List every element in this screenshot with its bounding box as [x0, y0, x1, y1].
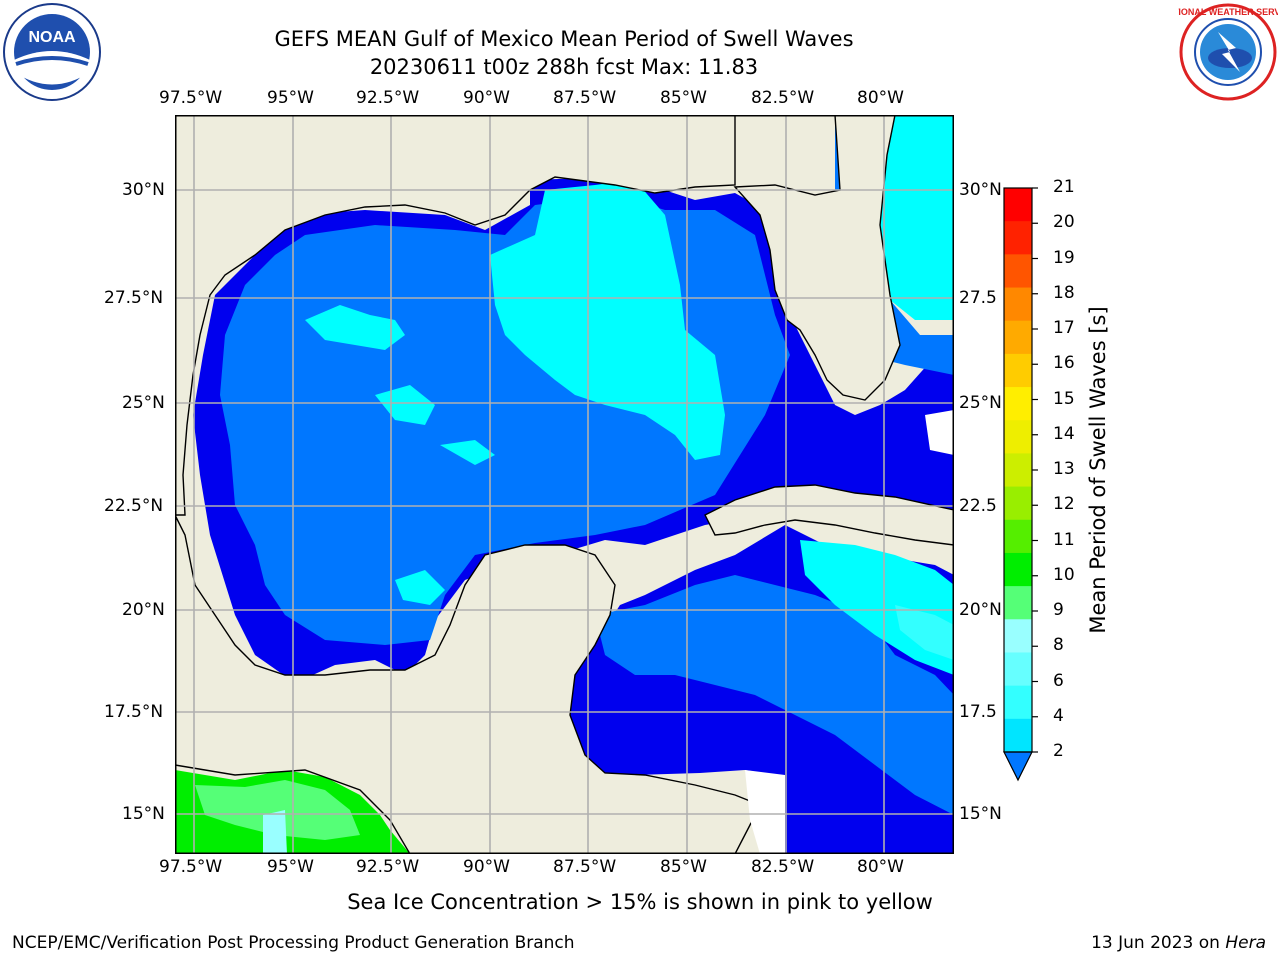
lon-label-bottom: 82.5°W	[751, 857, 815, 877]
colorbar-segment	[1004, 420, 1032, 454]
noaa-logo-text: NOAA	[28, 29, 76, 46]
graticule	[175, 115, 954, 854]
colorbar	[1003, 187, 1038, 782]
lon-label-bottom: 90°W	[463, 857, 510, 877]
nodata-patch	[925, 410, 954, 455]
colorbar-segment	[1004, 188, 1032, 222]
lat-label-right: 22.5	[959, 496, 997, 516]
colorbar-segment	[1004, 486, 1032, 521]
colorbar-tick-label: 11	[1053, 529, 1075, 550]
footer-credit: NCEP/EMC/Verification Post Processing Pr…	[12, 933, 575, 953]
colorbar-segment	[1004, 453, 1032, 488]
colorbar-extend-arrow	[1003, 751, 1033, 782]
gulf-cyan-patch	[440, 440, 495, 465]
land-yucatan-central-america	[175, 514, 761, 854]
colorbar-tick-label: 4	[1053, 705, 1064, 726]
lat-label-right: 25°N	[959, 393, 1002, 413]
colorbar-segment	[1004, 685, 1032, 720]
lon-label-bottom: 85°W	[660, 857, 707, 877]
land-cuba	[704, 484, 954, 546]
colorbar-segment	[1004, 387, 1032, 421]
lat-label-right: 17.5	[959, 702, 997, 722]
colorbar-title: Mean Period of Swell Waves [s]	[1086, 306, 1110, 634]
lat-label-right: 30°N	[959, 180, 1002, 200]
colorbar-segment	[1004, 320, 1032, 355]
lon-label-top: 85°W	[660, 88, 707, 108]
colorbar-segment	[1004, 586, 1032, 620]
lon-label-top: 82.5°W	[751, 88, 815, 108]
land-florida	[733, 115, 901, 401]
colorbar-segment	[1004, 287, 1032, 322]
lat-label-right: 20°N	[959, 600, 1002, 620]
lat-label-left: 15°N	[122, 804, 165, 824]
atlantic-cyan	[835, 115, 954, 320]
noaa-logo: NOAA	[3, 3, 101, 101]
gulf-cyan-patch	[395, 570, 445, 605]
lat-label-left: 27.5°N	[104, 288, 164, 308]
gulf-cyan-patch	[490, 180, 725, 460]
colorbar-tick-label: 19	[1053, 247, 1075, 268]
colorbar-segment	[1004, 619, 1032, 653]
colorbar-segment	[1004, 254, 1032, 289]
colorbar-tick-label: 6	[1053, 670, 1064, 691]
lon-label-top: 90°W	[463, 88, 510, 108]
caribbean-light-cyan	[895, 605, 954, 660]
lon-label-top: 95°W	[267, 88, 314, 108]
colorbar-tick-label: 15	[1053, 388, 1075, 409]
colorbar-segment	[1004, 353, 1032, 388]
footer-date-text: 13 Jun 2023 on	[1091, 933, 1220, 953]
lon-label-top: 97.5°W	[159, 88, 223, 108]
colorbar-tick-label: 8	[1053, 635, 1064, 656]
colorbar-segment	[1004, 552, 1032, 587]
gulf-cyan-patch	[375, 385, 435, 425]
lon-label-bottom: 95°W	[267, 857, 314, 877]
lon-label-bottom: 97.5°W	[159, 857, 223, 877]
lat-label-left: 17.5°N	[104, 702, 164, 722]
colorbar-tick-label: 16	[1053, 353, 1075, 374]
colorbar-segment	[1004, 652, 1032, 687]
footer-date: 13 Jun 2023 on Hera	[1091, 933, 1266, 953]
caribbean-mid-blue	[595, 575, 954, 815]
lon-label-bottom: 87.5°W	[553, 857, 617, 877]
lon-label-top: 92.5°W	[356, 88, 420, 108]
lon-label-bottom: 80°W	[857, 857, 904, 877]
lat-label-left: 25°N	[122, 393, 165, 413]
colorbar-segment	[1004, 221, 1032, 255]
colorbar-tick-label: 2	[1053, 741, 1064, 761]
gulf-cyan-patch	[305, 305, 405, 350]
colorbar-tick-label: 10	[1053, 564, 1075, 585]
colorbar-tick-label: 18	[1053, 282, 1075, 303]
colorbar-tick-label: 9	[1053, 600, 1064, 620]
lon-label-bottom: 92.5°W	[356, 857, 420, 877]
footer-host: Hera	[1225, 933, 1266, 953]
lat-label-right: 15°N	[959, 804, 1002, 824]
map-panel	[175, 115, 954, 854]
chart-title: GEFS MEAN Gulf of Mexico Mean Period of …	[274, 27, 854, 51]
nws-logo: NATIONAL WEATHER SERVICE	[1178, 3, 1278, 101]
colorbar-segment	[1004, 718, 1032, 753]
lat-label-left: 30°N	[122, 180, 165, 200]
nodata-patch	[745, 770, 785, 854]
land-north-gulf-coast	[175, 115, 736, 516]
sea-ice-note: Sea Ice Concentration > 15% is shown in …	[347, 890, 933, 914]
pacific-light-green	[195, 780, 360, 840]
colorbar-tick-label: 21	[1053, 177, 1075, 197]
colorbar-segment	[1004, 519, 1032, 554]
colorbar-tick-label: 13	[1053, 459, 1075, 479]
chart-subtitle: 20230611 t00z 288h fcst Max: 11.83	[369, 55, 759, 79]
nws-logo-text: NATIONAL WEATHER SERVICE	[1178, 7, 1278, 17]
lat-label-left: 20°N	[122, 600, 165, 620]
map-frame	[175, 115, 954, 854]
lat-label-left: 22.5°N	[104, 496, 164, 516]
lat-label-right: 27.5	[959, 288, 997, 308]
colorbar-tick-label: 20	[1053, 212, 1075, 233]
pacific-light-cyan	[263, 810, 287, 854]
colorbar-tick-label: 17	[1053, 318, 1075, 338]
colorbar-tick-label: 14	[1053, 423, 1075, 444]
lon-label-top: 87.5°W	[553, 88, 617, 108]
colorbar-tick-label: 12	[1053, 494, 1075, 515]
lon-label-top: 80°W	[857, 88, 904, 108]
